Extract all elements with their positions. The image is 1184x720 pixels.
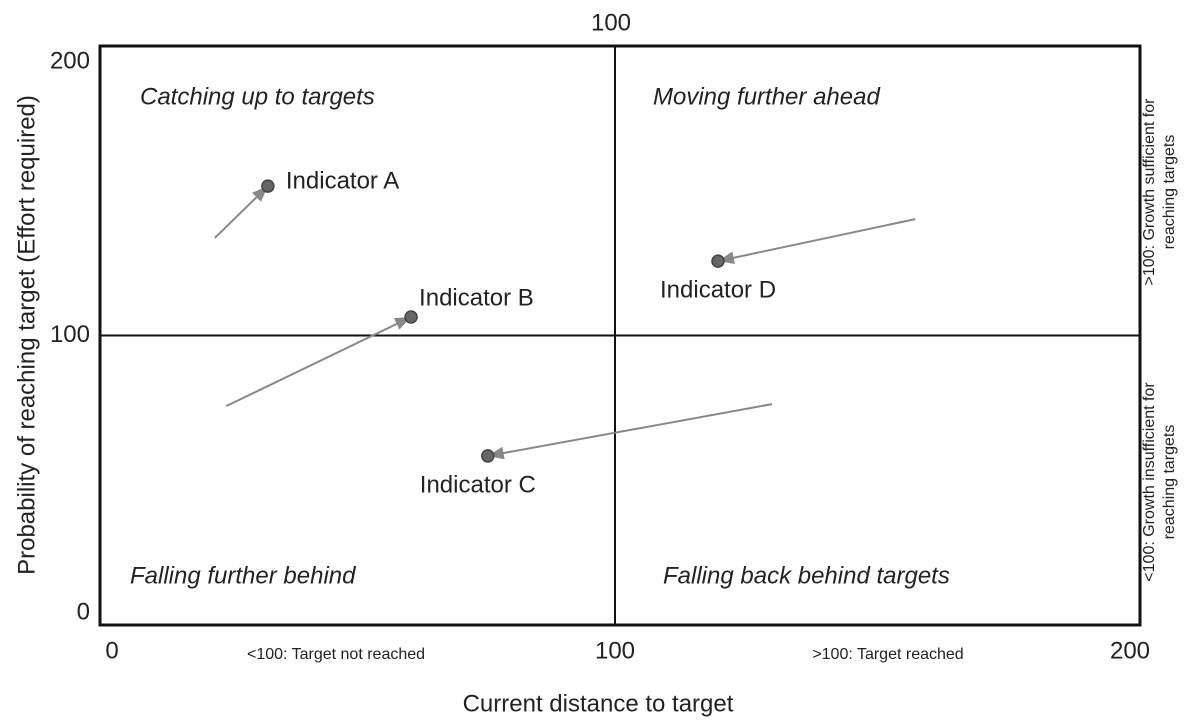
quadrant-label: Falling back behind targets	[663, 562, 950, 589]
y-tick-label: 200	[50, 47, 90, 74]
y-side-label: reaching targets	[1161, 425, 1178, 540]
point	[404, 310, 418, 324]
point-label: Indicator A	[286, 167, 399, 194]
point	[261, 179, 275, 193]
x-side-label: <100: Target not reached	[247, 646, 425, 663]
y-axis-label: Probability of reaching target (Effort r…	[13, 95, 40, 575]
trend-arrow	[717, 218, 916, 265]
x-side-label: >100: Target reached	[812, 646, 963, 663]
y-side-label: <100: Growth insufficient for	[1141, 382, 1158, 582]
y-side-label: >100: Growth sufficient for	[1141, 98, 1158, 286]
point-label: Indicator B	[419, 284, 534, 311]
reference-label: 100	[591, 9, 631, 36]
point-label: Indicator D	[660, 276, 776, 303]
point-label: Indicator C	[420, 471, 536, 498]
y-tick-label: 0	[77, 598, 90, 625]
x-tick-label: 0	[105, 637, 118, 664]
quadrant-label: Moving further ahead	[653, 83, 880, 110]
quadrant-label: Catching up to targets	[140, 83, 375, 110]
x-axis-label: Current distance to target	[463, 690, 734, 717]
y-tick-label: 100	[50, 321, 90, 348]
quadrant-label: Falling further behind	[130, 562, 356, 589]
trend-arrow	[214, 185, 269, 239]
trend-arrow	[225, 316, 412, 408]
trend-arrow	[487, 403, 773, 460]
x-tick-label: 100	[595, 637, 635, 664]
point	[481, 449, 495, 463]
x-tick-label: 200	[1110, 637, 1150, 664]
y-side-label: reaching targets	[1161, 135, 1178, 250]
point	[711, 254, 725, 268]
